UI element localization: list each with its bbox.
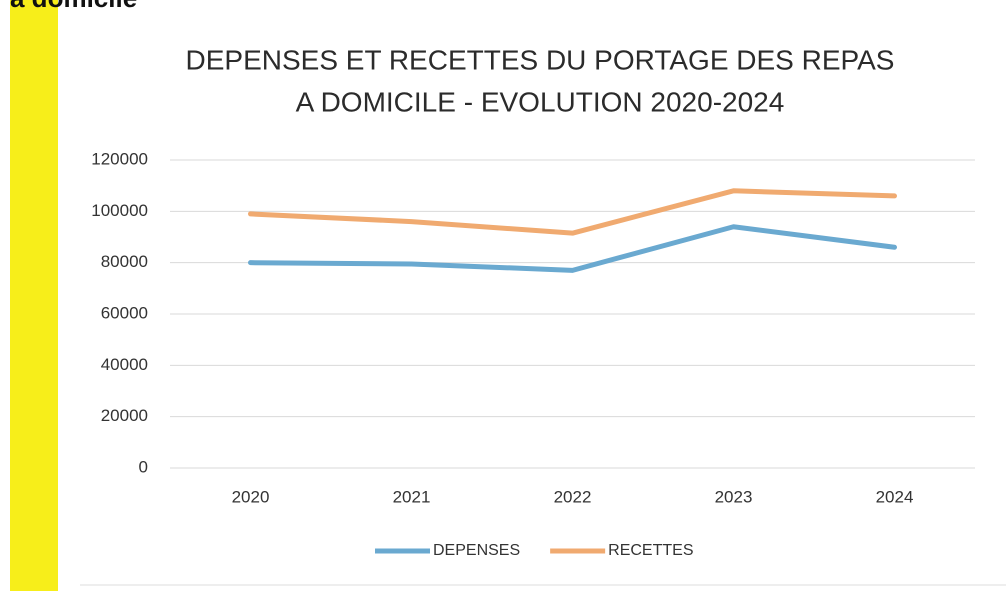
x-tick-label: 2023: [715, 487, 753, 506]
chart-title: A DOMICILE - EVOLUTION 2020-2024: [296, 86, 785, 117]
y-tick-label: 80000: [101, 252, 148, 271]
x-tick-label: 2024: [876, 487, 914, 506]
legend-label: DEPENSES: [433, 542, 520, 559]
y-tick-label: 20000: [101, 406, 148, 425]
y-tick-label: 0: [139, 457, 148, 476]
heading: a domicile: [10, 0, 137, 13]
y-tick-label: 60000: [101, 303, 148, 322]
x-tick-label: 2021: [393, 487, 431, 506]
y-tick-label: 100000: [91, 201, 148, 220]
yellow-margin: [10, 0, 58, 591]
y-tick-label: 40000: [101, 355, 148, 374]
chart-title: DEPENSES ET RECETTES DU PORTAGE DES REPA…: [186, 44, 895, 75]
x-tick-label: 2020: [232, 487, 270, 506]
series-line: [248, 188, 897, 236]
legend-label: RECETTES: [608, 542, 693, 559]
y-tick-label: 120000: [91, 149, 148, 168]
x-tick-label: 2022: [554, 487, 592, 506]
series-line: [248, 224, 897, 273]
